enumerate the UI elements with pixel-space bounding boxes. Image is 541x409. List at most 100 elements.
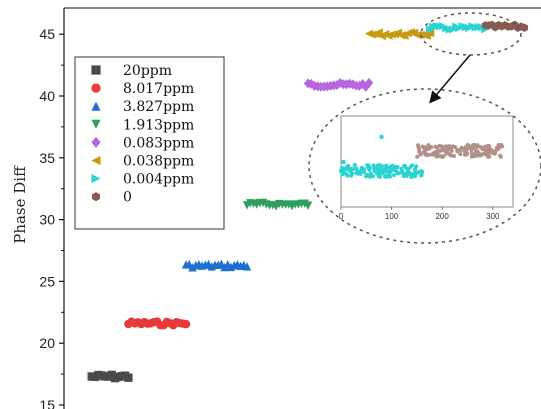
- inset-point: [464, 150, 469, 155]
- inset-point: [340, 172, 345, 177]
- series-2: [181, 259, 252, 272]
- inset-point: [366, 167, 371, 172]
- data-point: [242, 262, 252, 271]
- series-5: [364, 28, 435, 41]
- inset-point: [387, 170, 392, 175]
- legend-marker: [91, 83, 101, 93]
- inset-tick-label: 100: [385, 212, 399, 221]
- inset-point: [388, 164, 393, 169]
- inset-point: [436, 148, 441, 153]
- inset-point: [415, 154, 420, 159]
- inset-point: [470, 151, 475, 156]
- inset-series-1: [415, 143, 505, 159]
- inset-tick-label: 200: [435, 212, 449, 221]
- legend: 20ppm 8.017ppm 3.827ppm 1.913ppm 0.083ppm 0.0…: [74, 56, 225, 230]
- data-point: [358, 78, 367, 89]
- inset-point: [379, 134, 384, 140]
- inset-point: [468, 146, 473, 151]
- legend-marker: [91, 101, 101, 111]
- data-point: [332, 80, 342, 91]
- inset-point: [474, 144, 479, 149]
- series-4: [303, 77, 374, 92]
- data-point: [364, 77, 374, 88]
- inset-point: [392, 172, 397, 177]
- series-6: [425, 21, 490, 34]
- inset-point: [434, 154, 439, 159]
- data-point: [425, 28, 435, 38]
- legend-marker: [91, 174, 101, 184]
- inset-x-ticks: 0 100 200 300: [339, 207, 500, 221]
- inset-point: [498, 154, 503, 159]
- legend-label: 8.017ppm: [123, 81, 194, 97]
- inset-point: [413, 174, 418, 179]
- inset-point: [344, 171, 349, 176]
- inset-point: [458, 152, 463, 157]
- axes: [63, 7, 541, 409]
- legend-label: 0.004ppm: [123, 172, 194, 188]
- legend-marker: [91, 155, 101, 166]
- inset-series-0: [339, 163, 425, 179]
- y-tick-label: 25: [39, 273, 55, 289]
- zoom-source-ellipse: [420, 12, 522, 56]
- inset-point: [439, 144, 444, 149]
- inset-point: [469, 154, 474, 159]
- inset-points: [339, 134, 505, 179]
- inset-point: [372, 166, 377, 171]
- inset-point: [423, 152, 428, 157]
- inset-point: [453, 145, 458, 150]
- y-tick-label: 15: [39, 397, 55, 409]
- data-point: [303, 201, 313, 210]
- inset-point: [352, 163, 357, 168]
- inset-point: [341, 159, 346, 165]
- y-ticks: 15 20 25 30 35 40 45: [39, 26, 64, 409]
- legend-label: 0.038ppm: [123, 154, 194, 170]
- inset-point: [341, 168, 346, 173]
- inset-point: [416, 143, 421, 148]
- legend-marker: [91, 65, 101, 75]
- inset-point: [401, 174, 406, 179]
- data-point: [188, 263, 197, 272]
- inset-point: [347, 168, 352, 173]
- inset-tick-label: 300: [486, 212, 500, 221]
- inset-point: [445, 147, 450, 152]
- inset-point: [498, 143, 503, 148]
- inset-point: [438, 154, 443, 159]
- inset-point: [475, 149, 480, 154]
- inset-point: [386, 173, 391, 178]
- inset-point: [426, 146, 431, 151]
- data-point: [355, 80, 364, 91]
- inset-point: [390, 168, 395, 173]
- inset-point: [418, 152, 423, 157]
- inset-frame: [340, 115, 514, 208]
- inset-point: [444, 144, 449, 149]
- inset-point: [417, 147, 422, 152]
- inset-point: [419, 172, 424, 177]
- inset-point: [395, 171, 400, 176]
- inset-point: [456, 147, 461, 152]
- inset-point: [473, 154, 478, 159]
- inset-point: [441, 154, 446, 159]
- inset-point: [377, 163, 382, 168]
- inset-point: [377, 166, 382, 171]
- y-tick-label: 30: [39, 212, 55, 228]
- series-0: [87, 370, 133, 383]
- series-3: [242, 198, 313, 211]
- legend-marker: [91, 119, 101, 129]
- y-axis-title: Phase Diff: [11, 165, 29, 244]
- inset-point: [485, 148, 490, 153]
- legend-marker: [92, 192, 100, 202]
- data-point: [520, 23, 528, 32]
- data-point: [406, 28, 416, 37]
- inset-point: [404, 171, 409, 176]
- data-series: [87, 20, 528, 383]
- y-tick-label: 40: [39, 88, 55, 104]
- inset-point: [413, 171, 418, 176]
- y-tick-label: 45: [39, 26, 55, 42]
- inset-point: [451, 154, 456, 159]
- inset-point: [399, 166, 404, 171]
- y-tick-label: 20: [39, 335, 55, 351]
- inset-point: [492, 151, 497, 156]
- inset-point: [351, 166, 356, 171]
- inset-point: [374, 171, 379, 176]
- inset-point: [368, 171, 373, 176]
